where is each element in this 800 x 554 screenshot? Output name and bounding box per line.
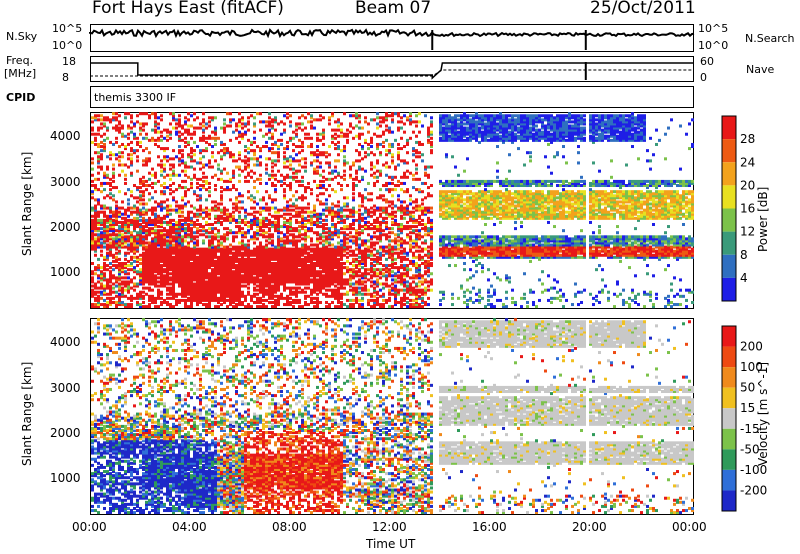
noise-right-tick-top: 10^5 bbox=[698, 22, 729, 35]
station-title: Fort Hays East (fitACF) bbox=[92, 0, 284, 18]
power-ytick-1000: 1000 bbox=[50, 265, 81, 279]
nave-trace bbox=[90, 69, 694, 77]
power-colorbar-border bbox=[721, 115, 737, 302]
velocity-colorbar-tick-5: -50 bbox=[740, 442, 760, 456]
power-colorbar-swatch-3 bbox=[722, 185, 736, 209]
noise-left-tick-top: 10^5 bbox=[52, 22, 83, 35]
power-ytick-3000: 3000 bbox=[50, 175, 81, 189]
velocity-colorbar-swatch-0 bbox=[722, 326, 736, 347]
nave-label: Nave bbox=[746, 63, 775, 76]
power-colorbar-swatch-6 bbox=[722, 254, 736, 278]
noise-left-tick-bottom: 10^0 bbox=[52, 39, 83, 52]
power-colorbar-tick-0: 28 bbox=[740, 132, 755, 146]
xtick-0400: 04:00 bbox=[172, 520, 207, 534]
beam-title: Beam 07 bbox=[355, 0, 432, 18]
velocity-ytick-1000: 1000 bbox=[50, 471, 81, 485]
freq-left-tick-bottom: 8 bbox=[62, 71, 69, 84]
velocity-colorbar-tick-0: 200 bbox=[740, 340, 763, 354]
power-colorbar-swatch-2 bbox=[722, 162, 736, 186]
nave-right-tick-bottom: 0 bbox=[700, 71, 707, 84]
xtick-1600: 16:00 bbox=[472, 520, 507, 534]
velocity-colorbar-swatch-2 bbox=[722, 367, 736, 388]
freq-unit-label: [MHz] bbox=[4, 67, 37, 80]
velocity-colorbar-swatch-5 bbox=[722, 428, 736, 450]
power-colorbar-tick-6: 4 bbox=[740, 271, 748, 285]
velocity-ytick-2000: 2000 bbox=[50, 426, 81, 440]
velocity-ytick-3000: 3000 bbox=[50, 381, 81, 395]
noise-sky-trace bbox=[89, 28, 695, 39]
velocity-colorbar-swatch-6 bbox=[722, 449, 736, 470]
power-colorbar-tick-1: 24 bbox=[740, 155, 755, 169]
xlabel: Time UT bbox=[366, 537, 416, 551]
power-colorbar-tick-3: 16 bbox=[740, 202, 755, 216]
velocity-colorbar-tick-7: -200 bbox=[740, 483, 767, 497]
cpid-panel-frame bbox=[90, 86, 694, 108]
velocity-colorbar-swatch-1 bbox=[722, 346, 736, 368]
velocity-colorbar-tick-3: 15 bbox=[740, 401, 755, 415]
velocity-colorbar-tick-6: -100 bbox=[740, 463, 767, 477]
cpid-value: themis 3300 IF bbox=[94, 91, 177, 104]
velocity-colorbar-tick-2: 50 bbox=[740, 381, 755, 395]
power-colorbar-swatch-5 bbox=[722, 231, 736, 255]
velocity-colorbar-swatch-8 bbox=[722, 490, 736, 511]
power-colorbar-swatch-0 bbox=[722, 116, 736, 140]
power-colorbar-swatch-1 bbox=[722, 139, 736, 163]
velocity-colorbar-tick-4: -15 bbox=[740, 422, 760, 436]
power-colorbar-swatch-7 bbox=[722, 277, 736, 301]
power-ytick-2000: 2000 bbox=[50, 220, 81, 234]
power-colorbar-tick-5: 8 bbox=[740, 248, 748, 262]
freq-label: Freq. bbox=[6, 54, 34, 67]
cpid-label: CPID bbox=[6, 91, 36, 104]
noise-panel-frame bbox=[90, 24, 694, 52]
velocity-ytick-4000: 4000 bbox=[50, 335, 81, 349]
xtick-1200: 12:00 bbox=[372, 520, 407, 534]
power-colorbar-swatch-4 bbox=[722, 208, 736, 232]
xtick-0800: 08:00 bbox=[272, 520, 307, 534]
xtick-0000: 00:00 bbox=[72, 520, 107, 534]
power-colorbar-tick-2: 20 bbox=[740, 178, 755, 192]
xtick-2400: 00:00 bbox=[672, 520, 707, 534]
xtick-2000: 20:00 bbox=[572, 520, 607, 534]
velocity-colorbar-border bbox=[721, 325, 737, 512]
noise-right-tick-bottom: 10^0 bbox=[698, 39, 729, 52]
noise-sky-label: N.Sky bbox=[6, 30, 38, 43]
velocity-colorbar-swatch-4 bbox=[722, 408, 736, 429]
power-colorbar-tick-4: 12 bbox=[740, 225, 755, 239]
nave-right-tick-top: 60 bbox=[700, 55, 714, 68]
freq-left-tick-top: 18 bbox=[62, 55, 76, 68]
date-title: 25/Oct/2011 bbox=[590, 0, 696, 18]
power-ytick-4000: 4000 bbox=[50, 129, 81, 143]
noise-search-label: N.Search bbox=[745, 32, 795, 45]
velocity-colorbar-swatch-3 bbox=[722, 387, 736, 409]
velocity-colorbar-tick-1: 100 bbox=[740, 360, 763, 374]
freq-panel-frame bbox=[90, 56, 694, 82]
velocity-colorbar-swatch-7 bbox=[722, 469, 736, 491]
